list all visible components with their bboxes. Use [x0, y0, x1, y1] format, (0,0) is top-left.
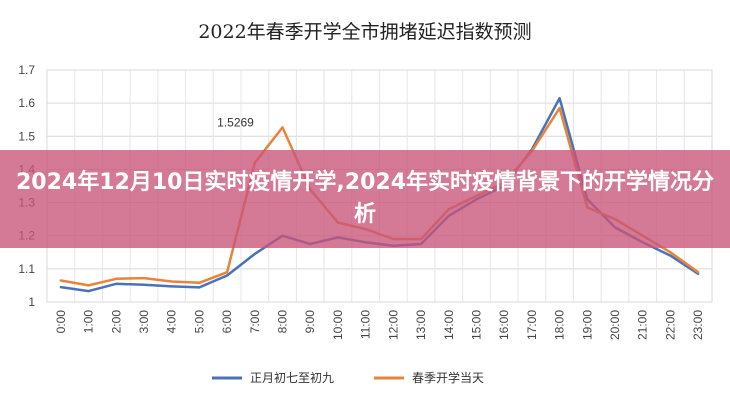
- x-tick-label: 4:00: [165, 310, 179, 334]
- x-tick-label: 19:00: [580, 310, 594, 340]
- legend: 正月初七至初九 春季开学当天: [212, 370, 484, 385]
- x-tick-label: 10:00: [331, 310, 345, 340]
- x-tick-label: 12:00: [386, 310, 400, 340]
- y-tick-label: 1.6: [18, 96, 35, 110]
- x-tick-label: 11:00: [359, 310, 373, 339]
- x-tick-label: 2:00: [109, 310, 123, 334]
- x-tick-label: 20:00: [608, 310, 622, 340]
- headline-text: 2024年12月10日实时疫情开学,2024年实时疫情背景下的开学情况分析: [15, 170, 715, 227]
- x-tick-label: 18:00: [553, 310, 567, 340]
- legend-label: 春季开学当天: [412, 370, 484, 385]
- x-tick-label: 3:00: [137, 310, 151, 334]
- x-tick-label: 17:00: [525, 310, 539, 340]
- x-tick-label: 5:00: [192, 310, 206, 334]
- x-tick-label: 21:00: [636, 310, 650, 340]
- headline-banner: 2024年12月10日实时疫情开学,2024年实时疫情背景下的开学情况分析: [0, 150, 730, 248]
- legend-label: 正月初七至初九: [250, 371, 334, 385]
- y-tick-label: 1.1: [18, 262, 35, 276]
- x-tick-label: 9:00: [303, 310, 317, 334]
- x-tick-label: 22:00: [663, 310, 677, 340]
- y-tick-label: 1: [28, 295, 35, 309]
- y-tick-label: 1.7: [18, 63, 35, 77]
- x-tick-label: 13:00: [414, 310, 428, 340]
- x-tick-label: 23:00: [691, 310, 705, 340]
- x-tick-label: 8:00: [276, 310, 290, 334]
- annotations: 1.5269: [217, 115, 254, 129]
- y-tick-label: 1.5: [18, 129, 35, 143]
- x-tick-label: 16:00: [497, 310, 511, 340]
- data-label: 1.5269: [217, 115, 254, 129]
- x-tick-label: 6:00: [220, 310, 234, 334]
- x-tick-label: 1:00: [82, 310, 96, 334]
- x-tick-label: 0:00: [54, 310, 68, 334]
- x-tick-label: 7:00: [248, 310, 262, 334]
- x-tick-label: 14:00: [442, 310, 456, 340]
- x-tick-label: 15:00: [469, 310, 483, 340]
- chart-title: 2022年春季开学全市拥堵延迟指数预测: [198, 21, 531, 43]
- tick-labels: 11.11.21.31.41.51.61.70:001:002:003:004:…: [18, 63, 705, 340]
